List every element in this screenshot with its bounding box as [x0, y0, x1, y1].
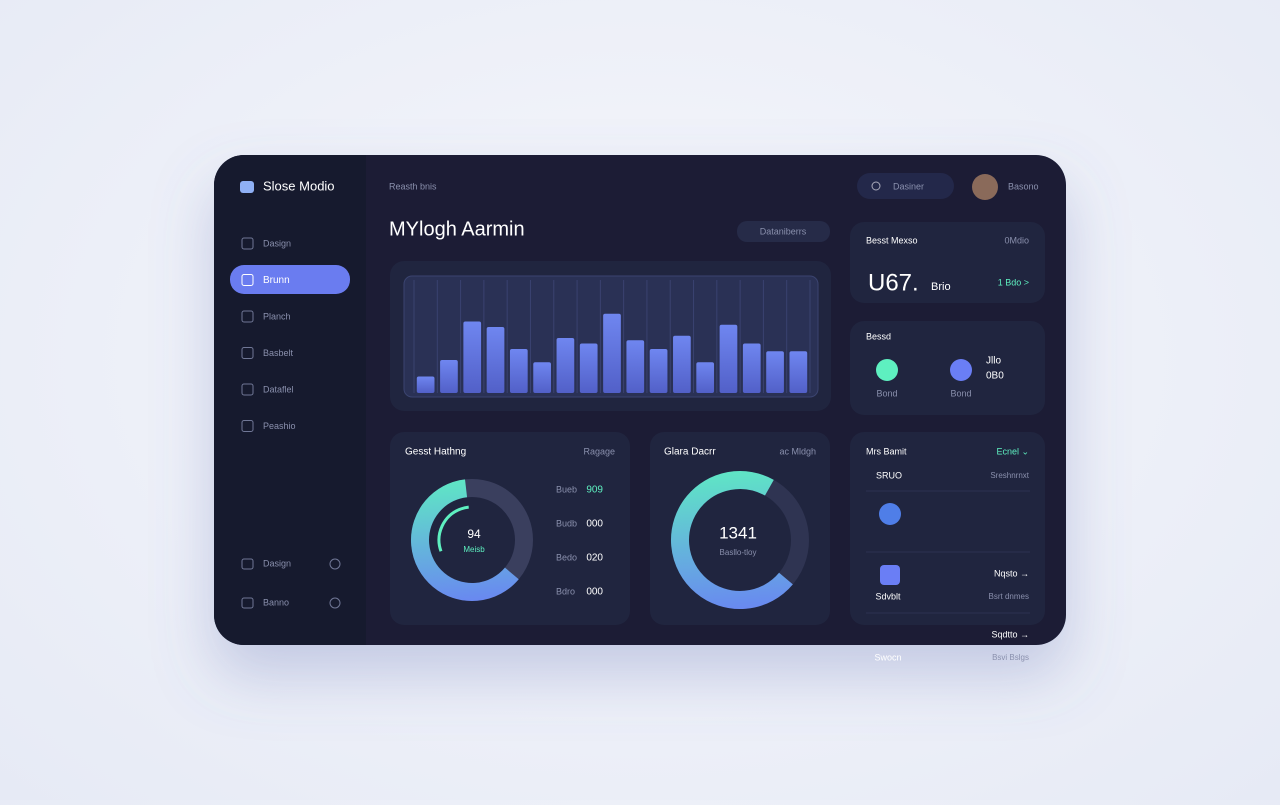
- nav-icon: [241, 420, 254, 432]
- nav-icon: [241, 274, 254, 286]
- bar: [603, 313, 621, 393]
- legend-value: 000: [586, 587, 603, 598]
- logo: [240, 181, 254, 193]
- row-value: Nqsto →: [994, 568, 1029, 578]
- nav-icon: [241, 383, 254, 396]
- gauge-label: Meisb: [463, 545, 485, 554]
- nav-item[interactable]: Dasign: [263, 558, 291, 568]
- card-title: Gesst Hathng: [405, 447, 466, 458]
- row-label: Swocn: [874, 652, 901, 662]
- gauge-arc: [411, 479, 533, 601]
- nav-item[interactable]: Dataflel: [263, 384, 294, 394]
- row-icon: [880, 565, 900, 585]
- bar: [742, 343, 761, 393]
- stat-unit: Brio: [931, 281, 951, 293]
- bar: [626, 340, 645, 393]
- nav-item[interactable]: Peashio: [263, 421, 296, 431]
- brand: Slose Modio: [263, 178, 335, 193]
- bar: [416, 376, 435, 393]
- stat-title: Besst Mexso: [866, 235, 918, 245]
- bar: [719, 324, 738, 393]
- status-dot: [876, 359, 898, 381]
- nav-icon: [241, 347, 254, 359]
- user-name: Basono: [1008, 181, 1039, 191]
- bar: [673, 335, 691, 393]
- legend-value: 000: [586, 519, 603, 530]
- search-text: Dasiner: [893, 181, 924, 191]
- action-button[interactable]: [737, 221, 830, 242]
- nav-icon: [241, 558, 254, 570]
- bar: [486, 327, 505, 393]
- ring-value: 1341: [719, 523, 757, 542]
- nav-toggle[interactable]: [329, 558, 341, 570]
- avatar[interactable]: [972, 174, 998, 200]
- bar: [696, 362, 715, 393]
- nav-icon: [241, 310, 254, 323]
- list-filter[interactable]: Ecnel ⌄: [996, 446, 1029, 456]
- status-item: Bond: [950, 388, 971, 398]
- bar: [556, 338, 575, 393]
- button-text: Dataniberrs: [760, 226, 807, 236]
- legend-label: Bedo: [556, 552, 577, 562]
- row-label: SRUO: [876, 470, 902, 480]
- nav-item[interactable]: Basbelt: [263, 348, 294, 358]
- status-dot: [950, 359, 972, 381]
- breadcrumb: Reasth bnis: [389, 181, 437, 191]
- nav-item[interactable]: Dasign: [263, 238, 291, 248]
- bar: [649, 349, 668, 393]
- nav-icon: [241, 597, 254, 609]
- nav-item[interactable]: Banno: [263, 597, 289, 607]
- nav-item[interactable]: Brunn: [263, 275, 290, 286]
- row-value: Sqdtto →: [991, 629, 1029, 639]
- row-detail: Sreshnrnxt: [990, 471, 1029, 480]
- row-detail: Bsrt dnmes: [989, 592, 1029, 601]
- row-detail: Bsvi Bslgs: [992, 653, 1029, 662]
- stat-value: U67.: [868, 269, 919, 296]
- status-title: Bessd: [866, 331, 891, 341]
- list-title: Mrs Bamit: [866, 446, 907, 456]
- card-action[interactable]: Ragage: [583, 446, 615, 456]
- row-label: Sdvblt: [875, 591, 901, 601]
- ring-label: Basllo-tloy: [720, 548, 757, 557]
- legend-label: Budb: [556, 518, 577, 528]
- nav-icon: [241, 237, 254, 250]
- status-value: Jllo: [986, 356, 1001, 367]
- status-card: [850, 321, 1045, 415]
- stat-link[interactable]: 1 Bdo >: [998, 277, 1029, 287]
- bar: [579, 343, 598, 393]
- stat-card: [850, 222, 1045, 303]
- nav-item[interactable]: Planch: [263, 311, 291, 321]
- card-title: Glara Dacrr: [664, 447, 716, 458]
- card-action[interactable]: ac Mldgh: [779, 446, 816, 456]
- bar: [533, 362, 551, 393]
- status-value: 0B0: [986, 371, 1004, 382]
- status-item: Bond: [876, 388, 897, 398]
- gauge-inner: [437, 505, 507, 575]
- legend-value: 020: [586, 553, 603, 564]
- bar: [766, 351, 784, 393]
- bar: [789, 351, 808, 393]
- legend-label: Bdro: [556, 586, 575, 596]
- page-title: MYlogh Aarmin: [389, 218, 525, 240]
- bar: [463, 321, 482, 393]
- nav-toggle[interactable]: [329, 597, 341, 609]
- search[interactable]: [857, 173, 954, 199]
- search-icon: [871, 181, 881, 191]
- legend-value: 909: [586, 485, 603, 496]
- ring-arc: [671, 471, 809, 609]
- legend-label: Bueb: [556, 484, 577, 494]
- stat-action[interactable]: 0Mdio: [1004, 235, 1029, 245]
- bar: [509, 349, 528, 393]
- gauge-card: [390, 432, 630, 625]
- nav-active[interactable]: [230, 265, 350, 294]
- gauge-value: 94: [467, 527, 481, 541]
- row-icon: [879, 503, 901, 525]
- sidebar: [214, 155, 366, 645]
- bar: [440, 360, 458, 393]
